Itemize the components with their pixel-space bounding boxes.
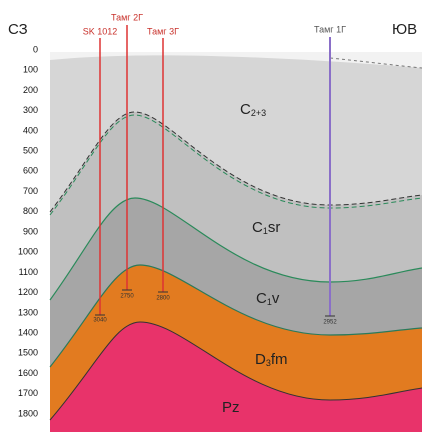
depth-tick-label: 0 xyxy=(33,44,38,54)
well-name: Тамг 1Г xyxy=(314,24,346,34)
corner-label: ЮВ xyxy=(392,21,417,38)
corner-label: СЗ xyxy=(8,21,28,38)
depth-tick-label: 1600 xyxy=(18,368,38,378)
depth-tick-label: 100 xyxy=(23,65,38,75)
depth-tick-label: 500 xyxy=(23,145,38,155)
depth-tick-label: 1300 xyxy=(18,307,38,317)
depth-tick-label: 1500 xyxy=(18,348,38,358)
depth-tick-label: 1800 xyxy=(18,408,38,418)
well-name: Тамг 2Г xyxy=(111,12,143,22)
cross-section: SK 1012 Тамг 2Г Тамг 3Г Тамг 1Г 3040 275… xyxy=(0,0,422,432)
depth-tick-label: 1000 xyxy=(18,247,38,257)
well-depth: 2952 xyxy=(323,320,337,326)
depth-tick-label: 700 xyxy=(23,186,38,196)
well-depth: 2800 xyxy=(156,296,170,302)
depth-tick-label: 400 xyxy=(23,125,38,135)
well-depth: 3040 xyxy=(93,318,107,324)
well-name: Тамг 3Г xyxy=(147,26,179,36)
depth-tick-label: 800 xyxy=(23,206,38,216)
depth-tick-label: 300 xyxy=(23,105,38,115)
layers-fill xyxy=(50,52,422,432)
layer-label: Pz xyxy=(222,399,240,416)
depth-axis: 0 100 200 300 400 500 600 700 800 900 1000 1100 1200… xyxy=(18,44,38,418)
depth-tick-label: 1700 xyxy=(18,388,38,398)
depth-tick-label: 200 xyxy=(23,85,38,95)
depth-tick-label: 1200 xyxy=(18,287,38,297)
depth-tick-label: 1400 xyxy=(18,327,38,337)
well-name: SK 1012 xyxy=(83,26,118,36)
depth-tick-label: 900 xyxy=(23,226,38,236)
depth-tick-label: 1100 xyxy=(19,267,38,277)
depth-tick-label: 600 xyxy=(23,166,38,176)
layer-label: D3fm xyxy=(255,351,288,368)
well-depth: 2750 xyxy=(120,294,134,300)
